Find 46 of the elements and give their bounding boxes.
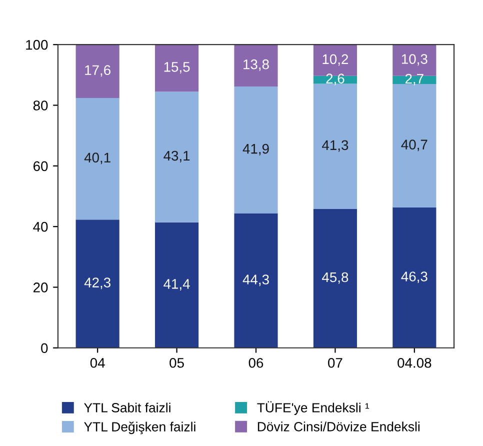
- legend-label: TÜFE'ye Endeksli ¹: [257, 401, 370, 416]
- data-label: 41,3: [322, 140, 348, 152]
- bar: [234, 44, 278, 86]
- x-tick-label: 07: [328, 358, 342, 368]
- bar: [154, 92, 199, 222]
- bar: [234, 214, 278, 348]
- data-label: 42,3: [84, 278, 110, 290]
- y-tick-label: 40: [33, 222, 48, 232]
- data-label: 41,4: [164, 279, 190, 290]
- x-tick-label: 05: [170, 358, 184, 368]
- x-tick-label: 06: [248, 358, 264, 368]
- bar: [76, 98, 120, 220]
- bar: [392, 76, 436, 84]
- data-label: 40,7: [401, 140, 428, 152]
- legend-label: Döviz Cinsi/Dövize Endeksli: [258, 422, 420, 432]
- y-tick-label: 60: [33, 161, 48, 172]
- data-label: 10,2: [322, 54, 348, 66]
- data-label: 15,5: [164, 62, 190, 74]
- y-tick-label: 20: [33, 282, 48, 292]
- data-label: 45,8: [322, 272, 348, 284]
- data-label: 40,1: [84, 152, 110, 164]
- x-tick-label: 04: [90, 358, 105, 368]
- legend-label: YTL Değişken faizli: [84, 422, 196, 434]
- data-label: 2,6: [326, 74, 344, 86]
- bar: [234, 86, 278, 214]
- data-label: 13,8: [244, 59, 269, 71]
- bar: [392, 84, 436, 208]
- legend-label: YTL Sabit faizli: [84, 402, 170, 412]
- x-tick-label: 04.08: [398, 358, 432, 368]
- bar: [154, 44, 199, 92]
- bar: [392, 207, 436, 348]
- y-tick-label: 0: [41, 343, 48, 354]
- y-tick-label: 80: [33, 100, 48, 110]
- bar: [154, 222, 199, 348]
- bar: [76, 44, 120, 98]
- data-label: 2,7: [405, 74, 424, 86]
- data-label: 46,3: [401, 272, 428, 284]
- data-label: 17,6: [85, 65, 110, 77]
- data-label: 44,3: [242, 274, 269, 286]
- bar: [313, 208, 357, 348]
- data-label: 10,3: [402, 54, 428, 66]
- y-tick-label: 100: [26, 40, 48, 50]
- data-label: 41,9: [242, 144, 269, 156]
- data-label: 43,1: [164, 150, 190, 162]
- bar: [76, 220, 120, 348]
- bar: [313, 84, 357, 209]
